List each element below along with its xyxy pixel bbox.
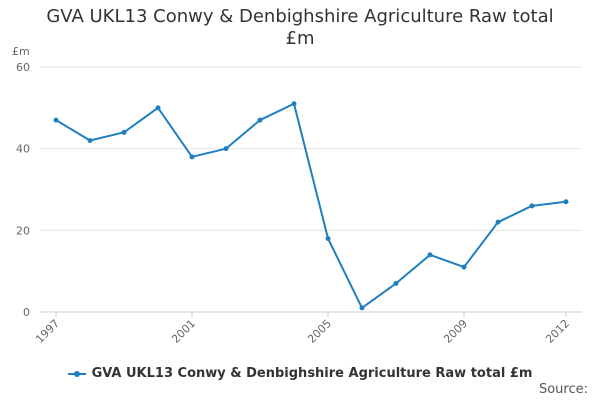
data-point (189, 154, 195, 160)
data-point (87, 138, 93, 143)
data-point (461, 264, 467, 270)
data-point (563, 199, 569, 205)
data-point (495, 219, 501, 225)
chart-title-line-2: £m (285, 28, 315, 49)
data-point (393, 280, 399, 286)
legend-item[interactable]: GVA UKL13 Conwy & Denbighshire Agricultu… (67, 366, 533, 381)
data-point (53, 117, 59, 123)
x-tick-label: 2009 (441, 317, 470, 346)
data-point (529, 203, 535, 209)
legend-series-label: GVA UKL13 Conwy & Denbighshire Agricultu… (91, 366, 533, 381)
y-tick-label: 20 (16, 224, 30, 237)
data-point (325, 236, 331, 241)
data-point (359, 305, 365, 311)
data-point (427, 252, 433, 258)
chart-title: GVA UKL13 Conwy & Denbighshire Agricultu… (0, 6, 600, 50)
data-point (223, 146, 229, 152)
source-label: Source: (538, 382, 588, 397)
x-tick-label: 2001 (169, 317, 198, 346)
data-point (121, 129, 127, 135)
y-tick-label: 0 (23, 306, 30, 319)
data-point (291, 101, 297, 107)
chart-title-line-1: GVA UKL13 Conwy & Denbighshire Agricultu… (46, 6, 554, 27)
series-line (55, 102, 567, 309)
y-tick-label: 60 (16, 61, 30, 74)
legend-series-marker-icon (67, 369, 86, 379)
data-point (257, 117, 263, 123)
y-axis-unit-label: £m (12, 45, 30, 58)
x-tick-label: 2005 (305, 317, 334, 346)
x-tick-label: 1997 (33, 317, 62, 346)
x-tick-label: 2012 (543, 317, 572, 346)
data-point (155, 105, 161, 111)
y-tick-label: 40 (16, 143, 30, 156)
legend[interactable]: GVA UKL13 Conwy & Denbighshire Agricultu… (0, 366, 600, 383)
